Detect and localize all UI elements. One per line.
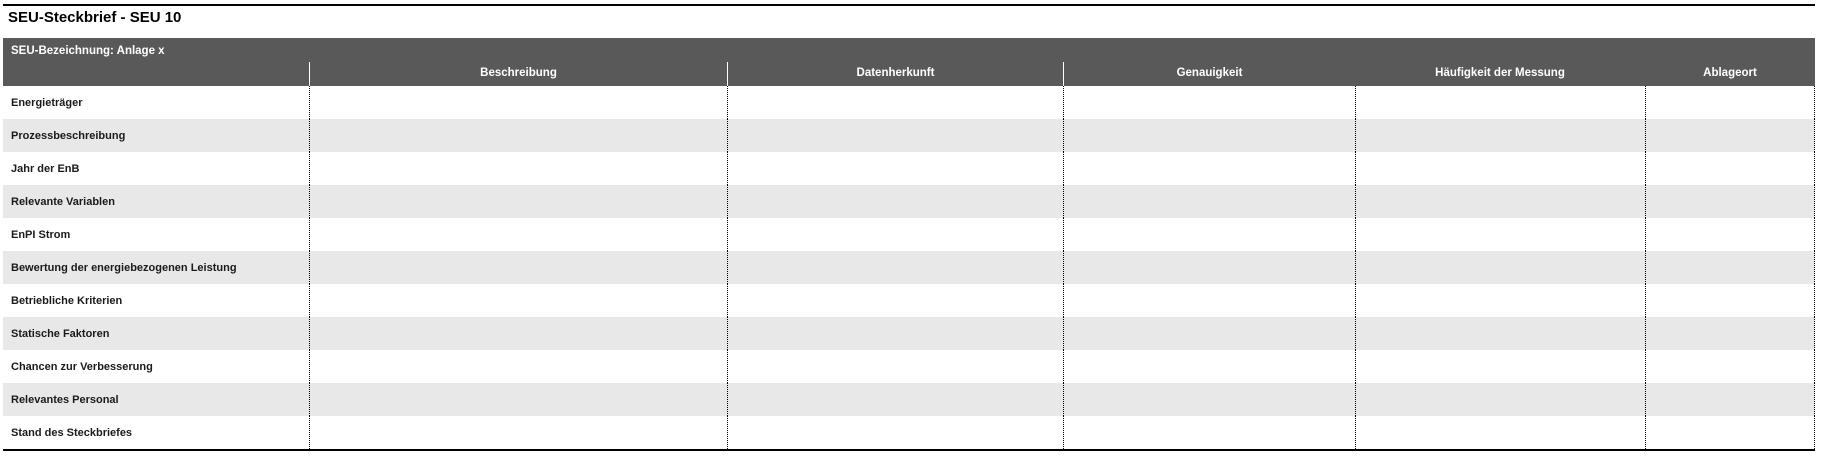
empty-data-cell[interactable]: [1645, 152, 1815, 185]
row-label: Jahr der EnB: [11, 162, 80, 175]
table-body: Energieträger Prozessbeschreibung Jahr der…: [3, 86, 1815, 449]
empty-data-cell[interactable]: [309, 383, 727, 416]
row-label: EnPI Strom: [11, 228, 71, 241]
empty-data-cell[interactable]: [309, 317, 727, 350]
empty-data-cell[interactable]: [1355, 218, 1645, 251]
table-row: Prozessbeschreibung: [3, 119, 1815, 152]
column-header-datenherkunft: Datenherkunft: [727, 62, 1063, 86]
column-header-empty: [3, 62, 309, 86]
row-label: Prozessbeschreibung: [11, 129, 126, 142]
row-label: Stand des Steckbriefes: [11, 426, 133, 439]
empty-data-cell[interactable]: [727, 152, 1063, 185]
empty-data-cell[interactable]: [309, 86, 727, 119]
empty-data-cell[interactable]: [727, 251, 1063, 284]
row-label: Statische Faktoren: [11, 327, 110, 340]
seu-designation-label: SEU-Bezeichnung: Anlage x: [11, 45, 165, 57]
empty-data-cell[interactable]: [1355, 152, 1645, 185]
table-row: Energieträger: [3, 86, 1815, 119]
empty-data-cell[interactable]: [1063, 251, 1355, 284]
empty-data-cell[interactable]: [727, 218, 1063, 251]
row-label: Relevantes Personal: [11, 393, 119, 406]
row-label: Relevante Variablen: [11, 195, 115, 208]
empty-data-cell[interactable]: [1645, 86, 1815, 119]
empty-data-cell[interactable]: [1063, 119, 1355, 152]
empty-data-cell[interactable]: [309, 185, 727, 218]
row-label: Bewertung der energiebezogenen Leistung: [11, 261, 237, 274]
empty-data-cell[interactable]: [309, 251, 727, 284]
empty-data-cell[interactable]: [1645, 284, 1815, 317]
empty-data-cell[interactable]: [1355, 383, 1645, 416]
empty-data-cell[interactable]: [1355, 284, 1645, 317]
empty-data-cell[interactable]: [1645, 350, 1815, 383]
empty-data-cell[interactable]: [1063, 218, 1355, 251]
empty-data-cell[interactable]: [727, 119, 1063, 152]
empty-data-cell[interactable]: [1063, 185, 1355, 218]
empty-data-cell[interactable]: [727, 350, 1063, 383]
top-border-rule: [3, 4, 1815, 6]
page-title: SEU-Steckbrief - SEU 10: [8, 9, 182, 26]
table-row: Jahr der EnB: [3, 152, 1815, 185]
empty-data-cell[interactable]: [1063, 317, 1355, 350]
empty-data-cell[interactable]: [1063, 284, 1355, 317]
empty-data-cell[interactable]: [1063, 383, 1355, 416]
row-label: Betriebliche Kriterien: [11, 294, 123, 307]
empty-data-cell[interactable]: [727, 284, 1063, 317]
empty-data-cell[interactable]: [1355, 350, 1645, 383]
empty-data-cell[interactable]: [1645, 185, 1815, 218]
column-header-haeufigkeit-der-messung: Häufigkeit der Messung: [1435, 67, 1565, 79]
table-row: Relevantes Personal: [3, 383, 1815, 416]
empty-data-cell[interactable]: [1355, 251, 1645, 284]
empty-data-cell[interactable]: [1355, 317, 1645, 350]
empty-data-cell[interactable]: [309, 284, 727, 317]
empty-data-cell[interactable]: [727, 185, 1063, 218]
row-label: Energieträger: [11, 96, 83, 109]
empty-data-cell[interactable]: [1355, 416, 1645, 449]
table-row: EnPI Strom: [3, 218, 1815, 251]
empty-data-cell[interactable]: [309, 152, 727, 185]
empty-data-cell[interactable]: [1063, 416, 1355, 449]
empty-data-cell[interactable]: [1355, 119, 1645, 152]
column-header-beschreibung: Beschreibung: [309, 62, 727, 86]
row-label: Chancen zur Verbesserung: [11, 360, 153, 373]
empty-data-cell[interactable]: [1645, 218, 1815, 251]
column-header-ablageort: Ablageort: [1703, 67, 1757, 79]
table-row: Bewertung der energiebezogenen Leistung: [3, 251, 1815, 284]
empty-data-cell[interactable]: [727, 383, 1063, 416]
empty-data-cell[interactable]: [1645, 317, 1815, 350]
empty-data-cell[interactable]: [1355, 86, 1645, 119]
table-row: Stand des Steckbriefes: [3, 416, 1815, 449]
empty-data-cell[interactable]: [727, 317, 1063, 350]
empty-data-cell[interactable]: [1063, 86, 1355, 119]
bottom-border-rule: [3, 449, 1815, 451]
table-row: Chancen zur Verbesserung: [3, 350, 1815, 383]
table-row: Statische Faktoren: [3, 317, 1815, 350]
empty-data-cell[interactable]: [309, 218, 727, 251]
empty-data-cell[interactable]: [309, 350, 727, 383]
empty-data-cell[interactable]: [1063, 152, 1355, 185]
empty-data-cell[interactable]: [309, 416, 727, 449]
table-header-band: SEU-Bezeichnung: Anlage x Beschreibung D…: [3, 38, 1815, 86]
empty-data-cell[interactable]: [309, 119, 727, 152]
empty-data-cell[interactable]: [1063, 350, 1355, 383]
empty-data-cell[interactable]: [1645, 251, 1815, 284]
empty-data-cell[interactable]: [727, 416, 1063, 449]
empty-data-cell[interactable]: [1645, 383, 1815, 416]
empty-data-cell[interactable]: [1645, 416, 1815, 449]
empty-data-cell[interactable]: [727, 86, 1063, 119]
table-row: Betriebliche Kriterien: [3, 284, 1815, 317]
column-header-genauigkeit: Genauigkeit: [1063, 62, 1355, 86]
empty-data-cell[interactable]: [1645, 119, 1815, 152]
table-row: Relevante Variablen: [3, 185, 1815, 218]
empty-data-cell[interactable]: [1355, 185, 1645, 218]
column-header-row: Beschreibung Datenherkunft Genauigkeit H…: [3, 62, 1815, 86]
